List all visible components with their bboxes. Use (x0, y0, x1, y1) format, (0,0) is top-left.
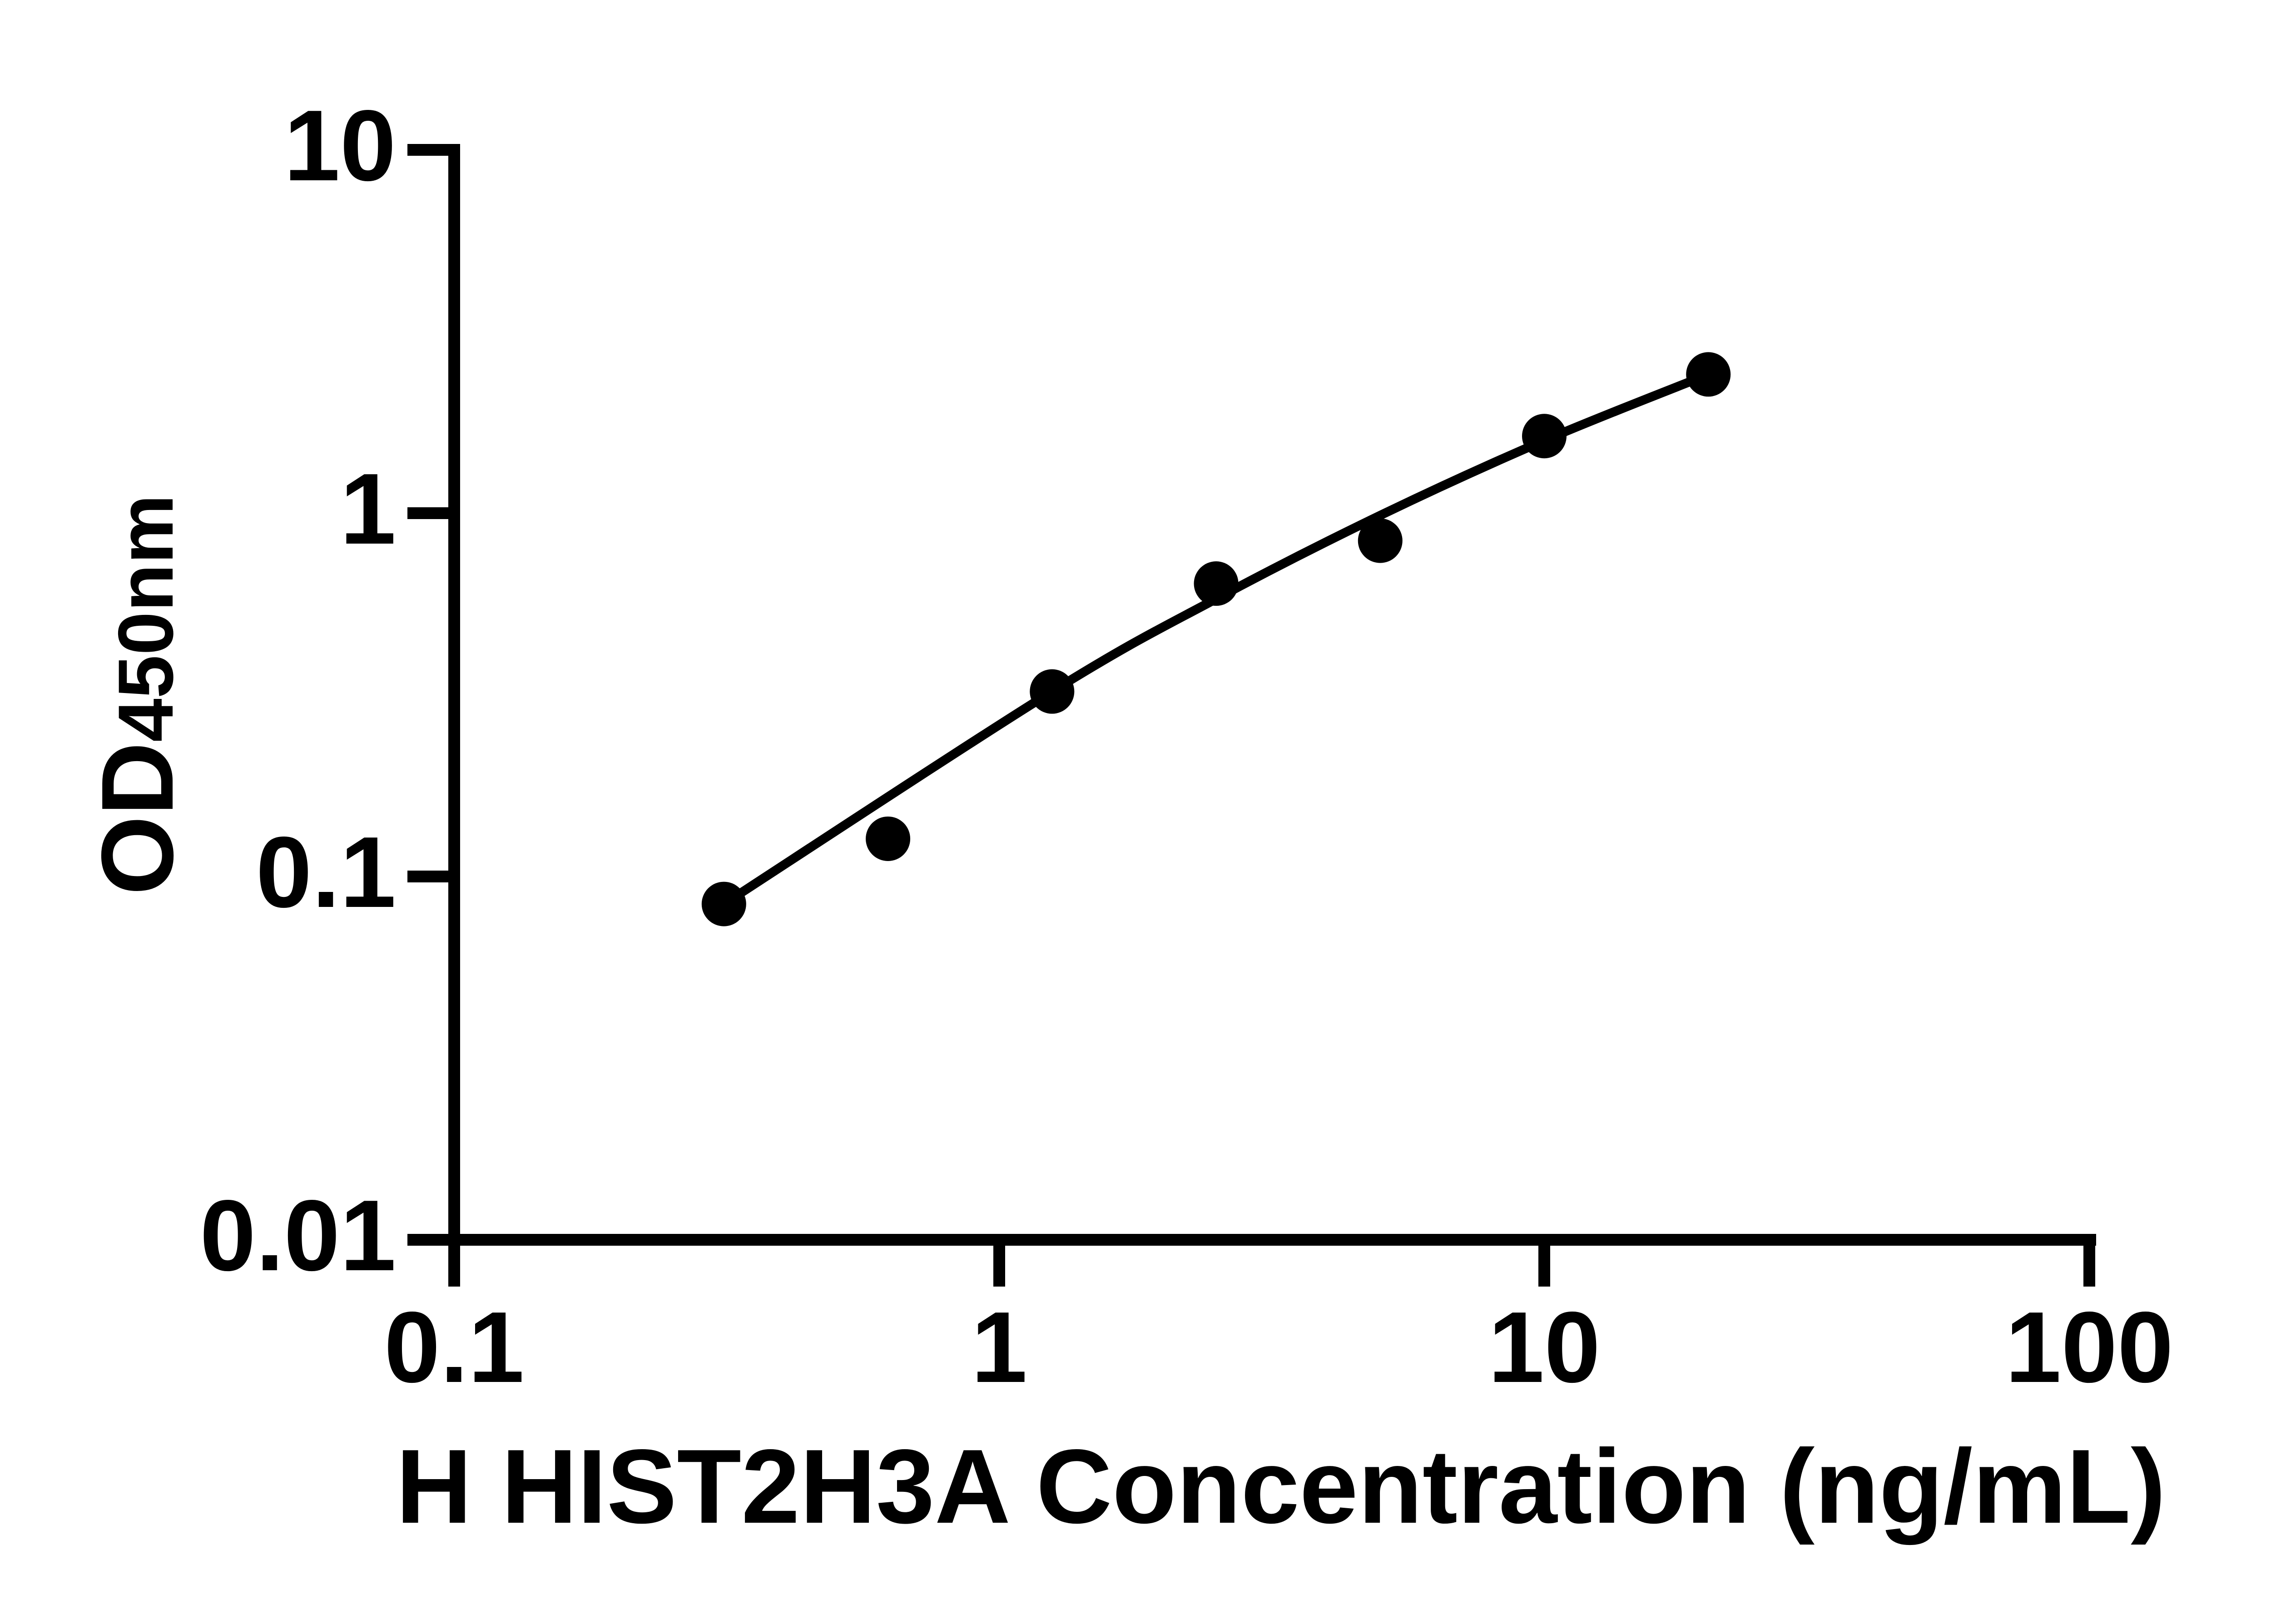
data-point-marker (1030, 669, 1075, 714)
x-tick-label: 100 (2005, 1291, 2174, 1404)
y-tick (407, 871, 454, 882)
x-tick-label: 0.1 (384, 1291, 525, 1404)
x-tick-label: 10 (1488, 1291, 1601, 1404)
data-point-marker (1686, 352, 1731, 397)
x-axis-line (407, 1234, 2096, 1246)
x-tick (2083, 1240, 2095, 1287)
data-point-marker (701, 881, 746, 926)
x-tick (448, 1240, 460, 1287)
y-tick-label: 0.01 (199, 1179, 396, 1292)
y-tick (407, 1234, 454, 1246)
y-tick-label: 1 (340, 453, 396, 565)
data-point-marker (1358, 518, 1403, 563)
x-tick (1538, 1240, 1550, 1287)
y-tick (407, 144, 454, 156)
data-point-marker (866, 816, 911, 861)
x-axis-title: H HIST2H3A Concentration (ng/mL) (396, 1428, 2166, 1545)
x-tick (993, 1240, 1005, 1287)
y-tick (407, 507, 454, 519)
y-axis-line (448, 144, 460, 1246)
x-tick-label: 1 (971, 1291, 1027, 1404)
data-point-marker (1522, 414, 1567, 459)
y-tick-label: 10 (284, 89, 396, 202)
y-tick-label: 0.1 (256, 816, 396, 929)
data-point-marker (1194, 561, 1239, 606)
